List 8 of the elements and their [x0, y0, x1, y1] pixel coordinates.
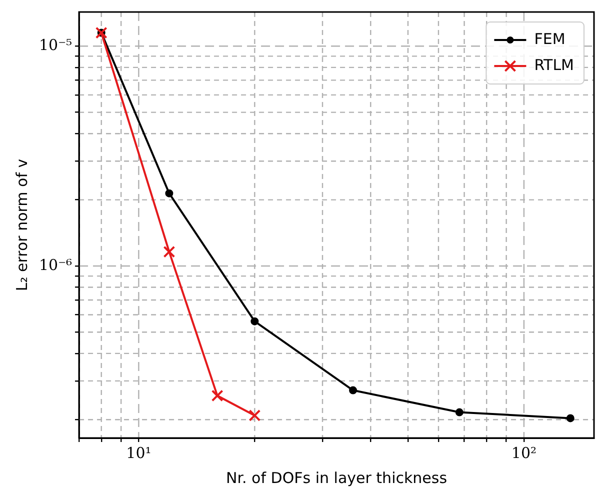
- x-tick-label: 10²: [511, 444, 536, 462]
- y-tick-label: 10⁻⁵: [38, 36, 72, 54]
- legend-label: FEM: [534, 30, 566, 48]
- x-axis-title: Nr. of DOFs in layer thickness: [226, 468, 448, 487]
- y-axis-title: L₂ error norm of v: [12, 158, 31, 292]
- y-tick-label: 10⁻⁶: [38, 256, 72, 274]
- x-tick-label: 10¹: [126, 444, 152, 462]
- legend-label: RTLM: [534, 56, 574, 74]
